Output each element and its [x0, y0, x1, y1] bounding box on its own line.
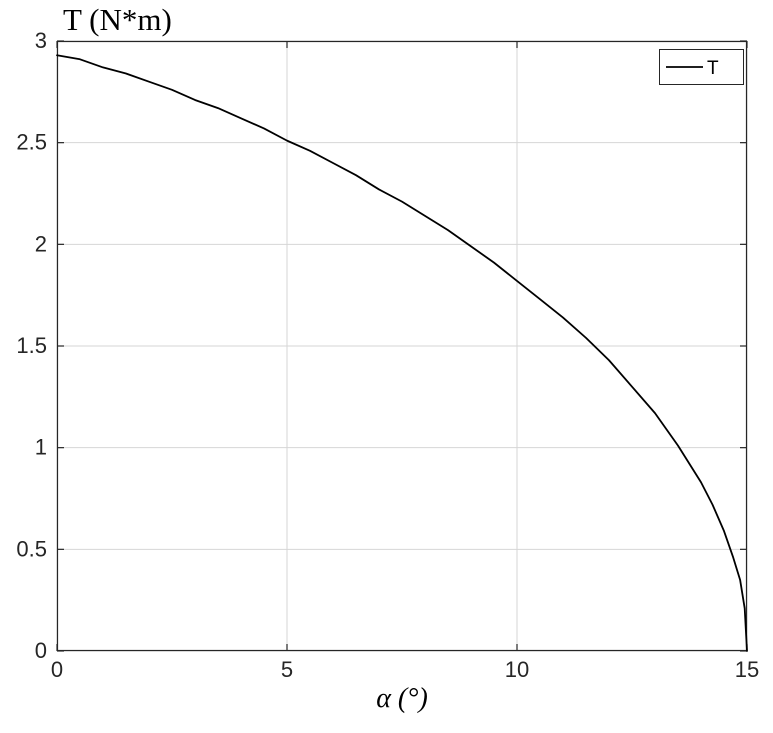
y-tick-label: 0 [35, 638, 47, 663]
tick-labels: 0 5 10 15 0 0.5 1 1.5 2 2.5 3 [16, 28, 759, 682]
x-axis-label: α (°) [376, 683, 428, 714]
y-tick-label: 1.5 [16, 333, 47, 358]
y-tick-label: 0.5 [16, 536, 47, 561]
x-tick-label: 15 [735, 657, 759, 682]
chart-title: T (N*m) [63, 2, 172, 37]
x-tick-label: 10 [505, 657, 529, 682]
y-tick-label: 2.5 [16, 130, 47, 155]
x-tick-label: 5 [281, 657, 293, 682]
torque-curve [56, 54, 748, 652]
tick-marks [56, 40, 748, 652]
legend: T [659, 49, 744, 85]
series-T [56, 54, 748, 652]
y-tick-label: 3 [35, 28, 47, 53]
legend-entry-label: T [707, 58, 719, 79]
y-tick-label: 1 [35, 435, 47, 460]
grid-lines [56, 40, 748, 652]
x-tick-label: 0 [51, 657, 63, 682]
y-tick-label: 2 [35, 231, 47, 256]
